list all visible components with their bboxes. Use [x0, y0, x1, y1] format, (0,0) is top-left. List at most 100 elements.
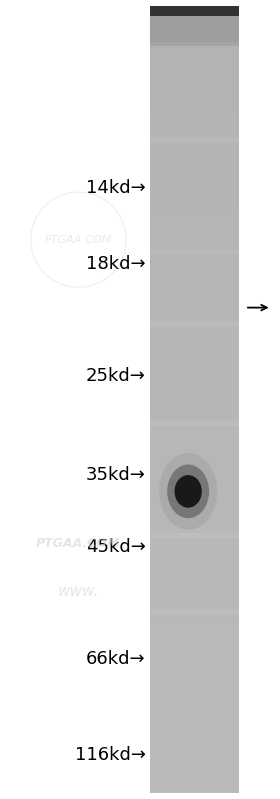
Bar: [150, 594, 239, 596]
Bar: [150, 105, 239, 107]
Bar: [150, 467, 239, 469]
Bar: [150, 518, 239, 519]
Bar: [150, 421, 239, 426]
Bar: [150, 50, 239, 53]
Bar: [150, 137, 239, 142]
Bar: [150, 716, 239, 718]
Bar: [150, 523, 239, 524]
Bar: [150, 165, 239, 167]
Bar: [150, 661, 239, 662]
Bar: [150, 669, 239, 670]
Bar: [150, 164, 239, 165]
Bar: [150, 29, 239, 30]
Bar: [150, 510, 239, 511]
Bar: [150, 752, 239, 753]
Bar: [150, 42, 239, 45]
Bar: [150, 321, 239, 326]
Bar: [150, 591, 239, 594]
Bar: [150, 484, 239, 487]
Bar: [150, 91, 239, 93]
Bar: [150, 338, 239, 340]
Bar: [150, 49, 239, 51]
Bar: [150, 637, 239, 639]
Bar: [150, 572, 239, 574]
Bar: [150, 177, 239, 178]
Bar: [150, 346, 239, 348]
Bar: [150, 354, 239, 356]
Bar: [150, 81, 239, 84]
Bar: [150, 770, 239, 773]
Bar: [150, 760, 239, 761]
Bar: [150, 8, 239, 10]
Bar: [150, 563, 239, 565]
Bar: [150, 288, 239, 290]
Bar: [150, 71, 239, 73]
Bar: [150, 133, 239, 136]
Bar: [150, 222, 239, 224]
Bar: [150, 758, 239, 760]
Bar: [150, 332, 239, 334]
Bar: [150, 248, 239, 251]
Bar: [150, 695, 239, 697]
Bar: [150, 390, 239, 392]
Bar: [150, 18, 239, 19]
Bar: [150, 630, 239, 633]
Bar: [150, 178, 239, 180]
Bar: [150, 65, 239, 66]
Bar: [150, 264, 239, 266]
Bar: [150, 68, 239, 70]
Bar: [150, 447, 239, 449]
Bar: [150, 388, 239, 391]
Bar: [150, 495, 239, 498]
Bar: [150, 728, 239, 730]
Bar: [150, 662, 239, 664]
Bar: [150, 761, 239, 763]
Bar: [150, 706, 239, 708]
Bar: [150, 162, 239, 164]
Bar: [150, 719, 239, 721]
Bar: [150, 523, 239, 526]
Bar: [150, 197, 239, 199]
Bar: [150, 702, 239, 703]
Bar: [150, 123, 239, 125]
Bar: [150, 505, 239, 507]
Bar: [150, 538, 239, 540]
Bar: [150, 559, 239, 560]
Bar: [150, 368, 239, 370]
Bar: [150, 568, 239, 570]
Bar: [150, 775, 239, 777]
Bar: [150, 406, 239, 407]
Bar: [150, 747, 239, 749]
Bar: [150, 692, 239, 694]
Bar: [150, 492, 239, 495]
Bar: [150, 571, 239, 573]
Bar: [150, 320, 239, 321]
Bar: [150, 167, 239, 169]
Bar: [150, 310, 239, 312]
Bar: [150, 643, 239, 646]
Bar: [150, 60, 239, 62]
Bar: [150, 263, 239, 264]
Bar: [150, 11, 239, 13]
Bar: [150, 588, 239, 590]
Bar: [150, 463, 239, 464]
Bar: [150, 234, 239, 237]
Bar: [150, 750, 239, 752]
Bar: [150, 38, 239, 40]
Bar: [150, 453, 239, 455]
Bar: [150, 159, 239, 161]
Bar: [150, 606, 239, 607]
Bar: [150, 19, 239, 21]
Bar: [150, 245, 239, 248]
Bar: [150, 420, 239, 422]
Bar: [150, 765, 239, 766]
Bar: [150, 499, 239, 500]
Bar: [150, 387, 239, 389]
Bar: [150, 443, 239, 446]
Bar: [150, 539, 239, 542]
Bar: [150, 654, 239, 656]
Bar: [150, 580, 239, 582]
Bar: [150, 326, 239, 328]
Bar: [150, 121, 239, 123]
Bar: [150, 179, 239, 181]
